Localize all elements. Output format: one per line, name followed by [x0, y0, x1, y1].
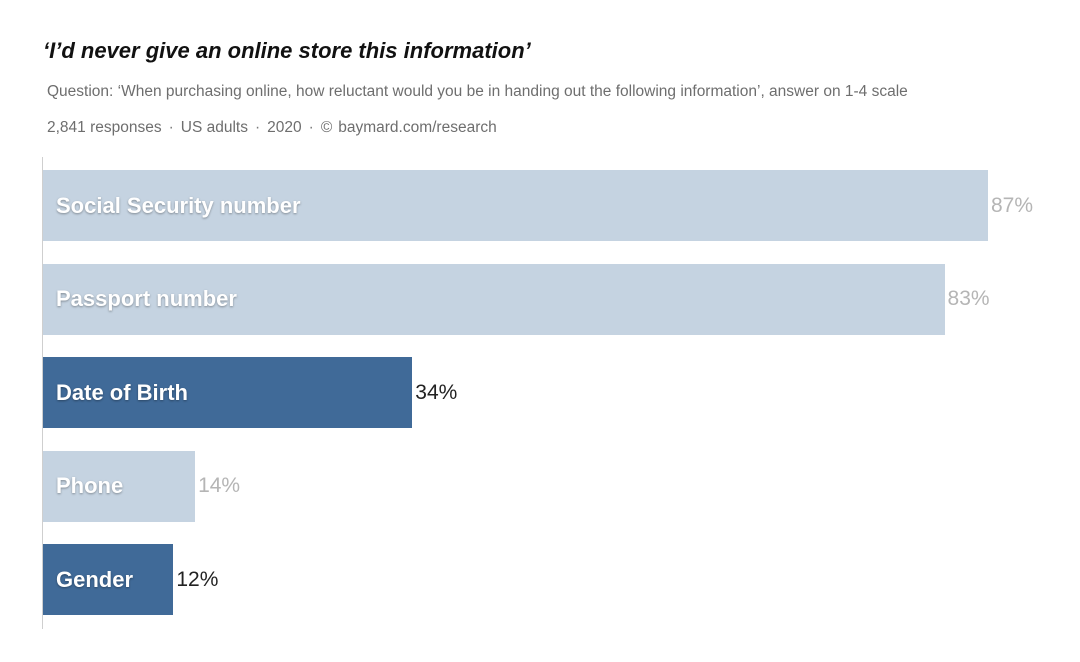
chart-subtitle: Question: ‘When purchasing online, how r…: [47, 83, 908, 100]
meta-population: US adults: [180, 119, 248, 136]
bar: Social Security number: [43, 170, 988, 241]
bar-label: Date of Birth: [56, 379, 188, 405]
meta-separator: ·: [308, 119, 314, 136]
meta-source: baymard.com/research: [338, 119, 497, 136]
meta-responses: 2,841 responses: [47, 119, 162, 136]
bar: Date of Birth: [43, 357, 413, 428]
bar-value-label: 34%: [415, 380, 458, 404]
chart-baseline: [42, 157, 43, 629]
bar: Gender: [43, 544, 174, 615]
copyright-icon: ©: [320, 119, 333, 136]
chart-title: ‘I’d never give an online store this inf…: [43, 38, 531, 63]
bar-value-label: 14%: [198, 474, 241, 497]
bar-value-label: 83%: [947, 287, 990, 310]
meta-separator: ·: [168, 119, 174, 136]
bar-value-label: 12%: [176, 567, 219, 591]
bar-label: Phone: [56, 473, 124, 498]
bar-label: Gender: [56, 566, 134, 592]
chart-meta: 2,841 responses · US adults · 2020 · © baymard.…: [47, 119, 497, 137]
bar-label: Passport number: [56, 286, 237, 311]
bar-label: Social Security number: [56, 192, 301, 218]
meta-year: 2020: [267, 119, 302, 136]
bar: Passport number: [43, 263, 945, 335]
bar: Phone: [43, 450, 196, 522]
bar-value-label: 87%: [991, 193, 1034, 217]
meta-separator: ·: [254, 119, 261, 136]
